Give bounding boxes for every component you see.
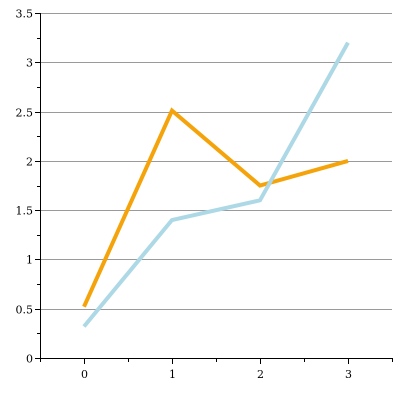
y-tick-label: 2.5: [16, 107, 34, 120]
axes: [35, 13, 393, 364]
y-tick-label: 0.5: [16, 304, 34, 317]
y-tick-label: 3.5: [16, 8, 34, 21]
y-tick-label: 3: [26, 57, 33, 70]
series-line-1: [82, 107, 349, 308]
series-lines: [82, 41, 350, 328]
y-tick-label: 1: [26, 254, 33, 267]
x-tick-label: 1: [169, 368, 176, 381]
y-tick-label: 2: [26, 156, 33, 169]
y-tick-label: 1.5: [16, 205, 34, 218]
x-tick-label: 2: [257, 368, 264, 381]
series-line-2: [82, 41, 350, 328]
x-tick-label: 0: [81, 368, 88, 381]
y-tick-label: 0: [26, 353, 33, 366]
tick-labels: 0 0.5 1 1.5 2 2.5 3 3.5 0 1 2 3: [16, 8, 353, 382]
x-tick-label: 3: [345, 368, 352, 381]
